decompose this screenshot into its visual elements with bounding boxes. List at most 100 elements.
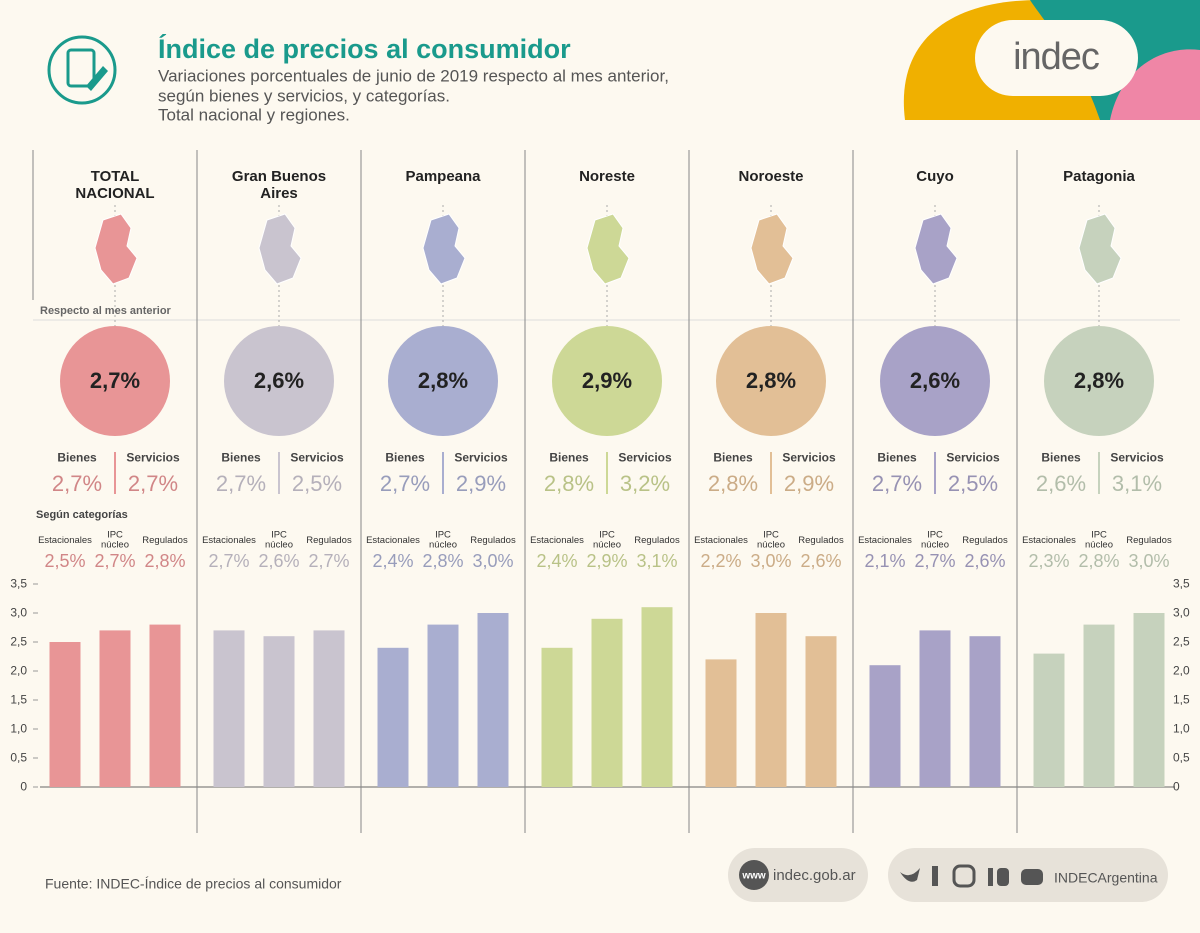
y-tick-label: 0,5 xyxy=(1173,750,1190,765)
region-map xyxy=(914,213,958,285)
y-tick-label: 3,0 xyxy=(10,605,27,620)
www-circle xyxy=(739,860,769,890)
bar-value-label: 2,5% xyxy=(44,551,86,572)
bar xyxy=(313,630,345,787)
bar xyxy=(641,607,673,787)
headline-value: 2,8% xyxy=(1073,367,1125,393)
bar-value-label: 2,4% xyxy=(372,551,414,572)
category-label: Estacionales xyxy=(38,534,92,546)
category-label: Regulados xyxy=(798,534,844,546)
services-label: Servicios xyxy=(946,450,1000,465)
bar xyxy=(591,618,623,787)
y-tick-label: 1,0 xyxy=(10,721,27,736)
bar-value-label: 3,1% xyxy=(636,551,678,572)
bar-value-label: 3,0% xyxy=(1128,551,1170,572)
category-label: Estacionales xyxy=(202,534,256,546)
services-label: Servicios xyxy=(1110,450,1164,465)
goods-label: Bienes xyxy=(221,450,261,465)
region-name: Noreste xyxy=(579,168,635,185)
goods-label: Bienes xyxy=(549,450,589,465)
bar xyxy=(263,636,295,787)
services-value: 2,9% xyxy=(783,470,835,496)
bar xyxy=(477,613,509,787)
title: Índice de precios al consumidor xyxy=(158,34,571,65)
bar xyxy=(99,630,131,787)
y-tick-label: 2,0 xyxy=(10,663,27,678)
region-map xyxy=(422,213,466,285)
goods-value: 2,6% xyxy=(1035,470,1087,496)
bar xyxy=(705,659,737,787)
headline-circle xyxy=(880,326,990,436)
category-label: Regulados xyxy=(142,534,188,546)
bar-value-label: 2,6% xyxy=(800,551,842,572)
services-value: 2,5% xyxy=(947,470,999,496)
y-tick-label: 3,5 xyxy=(1173,576,1190,591)
bar xyxy=(805,636,837,787)
category-label: Regulados xyxy=(1126,534,1172,546)
logo-text: indec xyxy=(1013,36,1100,79)
bar-value-label: 2,6% xyxy=(258,551,300,572)
category-label: Regulados xyxy=(962,534,1008,546)
y-tick-label: 0 xyxy=(20,779,27,794)
y-tick-label: 0,5 xyxy=(10,750,27,765)
bar xyxy=(377,647,409,787)
y-tick-label: 2,5 xyxy=(1173,634,1190,649)
goods-label: Bienes xyxy=(713,450,753,465)
category-label: Estacionales xyxy=(530,534,584,546)
category-label: IPC núcleo xyxy=(101,529,129,551)
bar-value-label: 2,8% xyxy=(422,551,464,572)
category-label: IPC núcleo xyxy=(921,529,949,551)
region-name: Cuyo xyxy=(916,168,954,185)
social-icon xyxy=(988,868,993,886)
y-tick-label: 3,5 xyxy=(10,576,27,591)
bar-value-label: 2,7% xyxy=(914,551,956,572)
bar-value-label: 2,4% xyxy=(536,551,578,572)
bar xyxy=(869,665,901,787)
region-name: Noroeste xyxy=(738,168,804,185)
category-label: Estacionales xyxy=(694,534,748,546)
services-label: Servicios xyxy=(782,450,836,465)
headline-circle xyxy=(224,326,334,436)
category-label: Regulados xyxy=(470,534,516,546)
bar-value-label: 2,7% xyxy=(308,551,350,572)
y-tick-label: 1,5 xyxy=(1173,692,1190,707)
region-name: TOTAL NACIONAL xyxy=(75,168,155,202)
region-name: Pampeana xyxy=(405,168,481,185)
source: Fuente: INDEC-Índice de precios al consu… xyxy=(45,875,342,892)
goods-value: 2,8% xyxy=(543,470,595,496)
y-tick-label: 0 xyxy=(1173,779,1180,794)
goods-label: Bienes xyxy=(385,450,425,465)
bar xyxy=(755,613,787,787)
region-map xyxy=(258,213,302,285)
goods-label: Bienes xyxy=(57,450,97,465)
headline-value: 2,9% xyxy=(581,367,633,393)
y-tick-label: 1,0 xyxy=(1173,721,1190,736)
bar-value-label: 2,8% xyxy=(144,551,186,572)
goods-value: 2,7% xyxy=(871,470,923,496)
bar-value-label: 2,6% xyxy=(964,551,1006,572)
bar-value-label: 3,0% xyxy=(750,551,792,572)
bar-value-label: 2,7% xyxy=(208,551,250,572)
footer-pill xyxy=(728,848,868,902)
social-icon xyxy=(932,866,938,886)
services-value: 2,7% xyxy=(127,470,179,496)
services-label: Servicios xyxy=(454,450,508,465)
y-tick-label: 2,5 xyxy=(10,634,27,649)
bar xyxy=(541,647,573,787)
bar-value-label: 2,3% xyxy=(1028,551,1070,572)
y-tick-label: 2,0 xyxy=(1173,663,1190,678)
category-label: IPC núcleo xyxy=(429,529,457,551)
bar xyxy=(1033,653,1065,787)
bar-value-label: 2,2% xyxy=(700,551,742,572)
goods-value: 2,7% xyxy=(379,470,431,496)
bar-value-label: 2,7% xyxy=(94,551,136,572)
by-category-label: Según categorías xyxy=(36,508,128,521)
www: www xyxy=(742,870,766,882)
headline-value: 2,6% xyxy=(909,367,961,393)
category-label: Regulados xyxy=(306,534,352,546)
region-map xyxy=(1078,213,1122,285)
goods-label: Bienes xyxy=(877,450,917,465)
services-label: Servicios xyxy=(290,450,344,465)
headline-circle xyxy=(388,326,498,436)
